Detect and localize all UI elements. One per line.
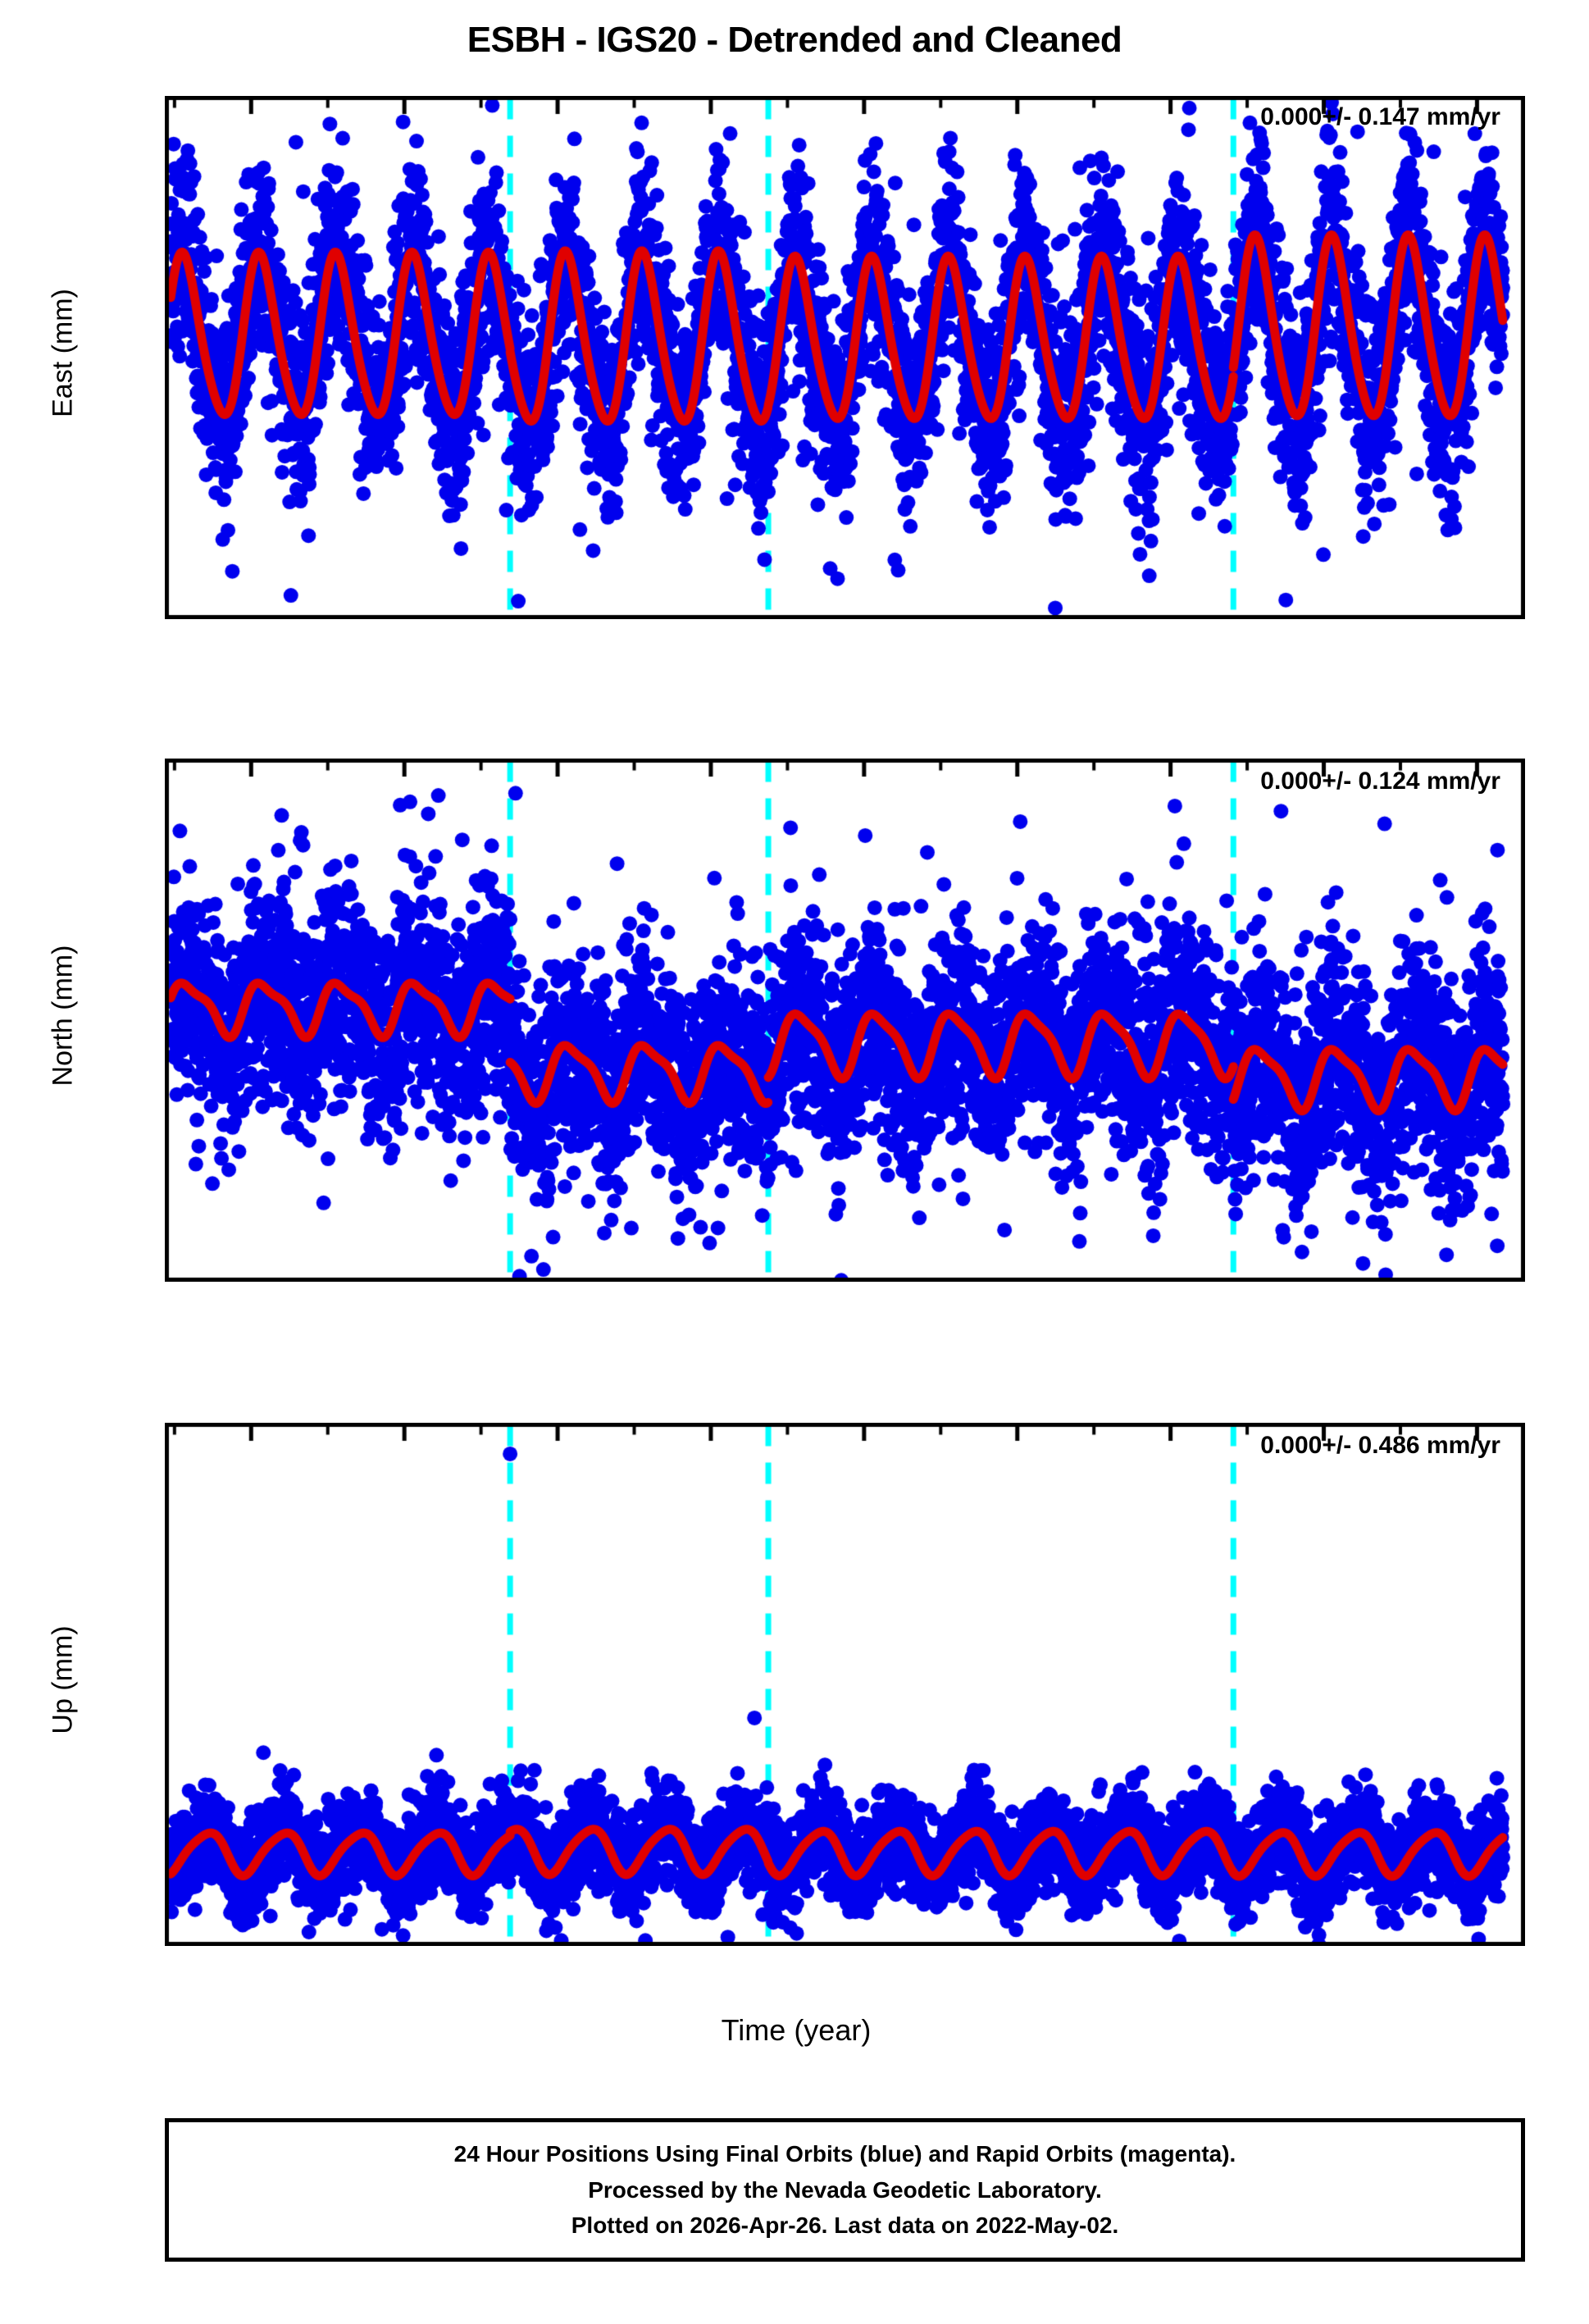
up-rate-annotation: 0.000+/- 0.486 mm/yr: [1260, 1432, 1500, 1459]
up-plot-canvas: [165, 1423, 1525, 1946]
panel-east: [165, 96, 1525, 619]
north-rate-annotation: 0.000+/- 0.124 mm/yr: [1260, 768, 1500, 795]
up-axis-label: Up (mm): [47, 1625, 79, 1734]
east-axis-label: East (mm): [47, 289, 79, 417]
page-title: ESBH - IGS20 - Detrended and Cleaned: [467, 20, 1122, 60]
north-plot-canvas: [165, 759, 1525, 1282]
caption-line-2: Processed by the Nevada Geodetic Laborat…: [588, 2176, 1102, 2203]
north-axis-label: North (mm): [47, 945, 79, 1087]
east-rate-annotation: 0.000+/- 0.147 mm/yr: [1260, 103, 1500, 130]
caption-box: 24 Hour Positions Using Final Orbits (bl…: [165, 2118, 1525, 2262]
panel-north: [165, 759, 1525, 1282]
caption-line-3: Plotted on 2026-Apr-26. Last data on 202…: [571, 2212, 1119, 2239]
caption-line-1: 24 Hour Positions Using Final Orbits (bl…: [453, 2141, 1236, 2167]
east-plot-canvas: [165, 96, 1525, 619]
panel-up: [165, 1423, 1525, 1946]
time-axis-label: Time (year): [721, 2013, 872, 2047]
